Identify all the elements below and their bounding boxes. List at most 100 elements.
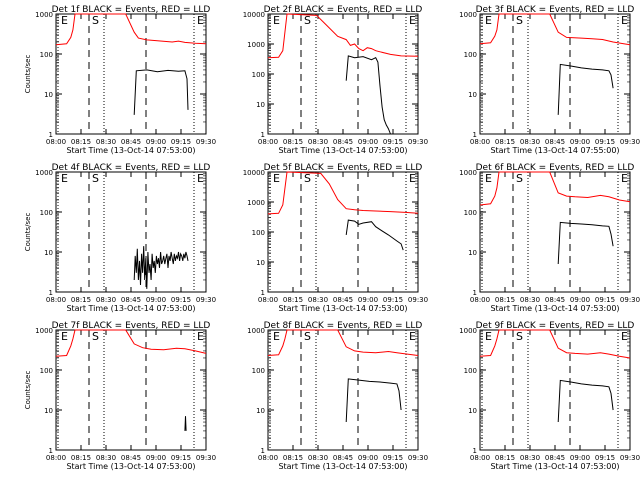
plot-frame	[267, 329, 419, 451]
event-rate-line	[557, 379, 614, 423]
event-marker-label: S	[304, 330, 311, 343]
plot-frame	[479, 329, 631, 451]
x-tick-label: 08:00	[46, 138, 66, 146]
event-marker-label: S	[304, 172, 311, 185]
panel-title: Det 1f BLACK = Events, RED = LLD	[52, 5, 211, 15]
event-rate-line	[184, 416, 187, 431]
event-rate-line	[133, 246, 189, 289]
y-tick-label: 1	[261, 289, 265, 297]
x-tick-label: 09:15	[595, 296, 615, 304]
event-rate-line	[557, 63, 614, 115]
y-tick-label: 10000	[243, 169, 265, 177]
event-marker-label: S	[92, 14, 99, 27]
event-marker-label: E	[485, 330, 492, 343]
x-axis-title: Start Time (13-Oct-14 07:53:00)	[66, 304, 195, 313]
x-tick-label: 08:30	[96, 454, 116, 462]
x-tick-label: 09:30	[408, 296, 428, 304]
lld-rate-line	[479, 329, 631, 359]
x-tick-label: 08:45	[121, 454, 141, 462]
y-tick-label: 100	[40, 209, 53, 217]
y-tick-label: 100	[252, 71, 265, 79]
event-marker-label: E	[273, 330, 280, 343]
event-marker-label: E	[409, 330, 416, 343]
y-tick-label: 1000	[459, 11, 477, 19]
y-tick-label: 100	[464, 367, 477, 375]
x-axis-title: Start Time (13-Oct-14 07:53:00)	[278, 304, 407, 313]
x-tick-label: 08:00	[470, 138, 490, 146]
lld-rate-line	[267, 329, 419, 356]
event-rate-line	[133, 69, 189, 115]
detector-panel-7: Det 7f BLACK = Events, RED = LLD 1 10 100 10…	[24, 321, 216, 471]
plot-frame	[267, 13, 419, 135]
x-tick-label: 08:30	[308, 138, 328, 146]
event-rate-line	[345, 55, 391, 135]
y-tick-label: 100	[40, 367, 53, 375]
x-tick-label: 08:00	[258, 138, 278, 146]
x-tick-label: 08:45	[545, 138, 565, 146]
y-tick-label: 10	[256, 407, 265, 415]
x-tick-label: 08:45	[545, 454, 565, 462]
x-tick-label: 08:00	[470, 454, 490, 462]
event-marker-label: S	[92, 172, 99, 185]
y-tick-label: 1000	[459, 327, 477, 335]
y-axis-title: Counts/sec	[24, 371, 32, 410]
event-marker-label: S	[92, 330, 99, 343]
x-tick-label: 08:30	[308, 296, 328, 304]
x-tick-label: 09:15	[595, 454, 615, 462]
panel-title: Det 7f BLACK = Events, RED = LLD	[52, 321, 211, 331]
lld-rate-line	[55, 13, 207, 46]
x-tick-label: 09:30	[620, 296, 640, 304]
x-tick-label: 08:15	[71, 454, 91, 462]
event-marker-label: E	[197, 172, 204, 185]
plot-frame	[267, 171, 419, 293]
event-marker-label: E	[61, 14, 68, 27]
y-tick-label: 1	[49, 131, 53, 139]
panel-title: Det 6f BLACK = Events, RED = LLD	[476, 163, 635, 173]
detector-panel-1: Det 1f BLACK = Events, RED = LLD 1 10 100 10…	[24, 5, 216, 155]
x-tick-label: 09:15	[171, 454, 191, 462]
x-tick-label: 09:30	[408, 138, 428, 146]
lld-rate-line	[479, 171, 631, 206]
detector-panel-6: Det 6f BLACK = Events, RED = LLD 1 10 100 10…	[459, 163, 640, 313]
y-tick-label: 1	[261, 131, 265, 139]
x-tick-label: 08:15	[283, 296, 303, 304]
x-tick-label: 09:15	[383, 296, 403, 304]
panel-title: Det 3f BLACK = Events, RED = LLD	[476, 5, 635, 15]
y-tick-label: 100	[464, 209, 477, 217]
y-tick-label: 10	[468, 407, 477, 415]
y-tick-label: 10	[468, 91, 477, 99]
panel-title: Det 8f BLACK = Events, RED = LLD	[264, 321, 423, 331]
x-tick-label: 09:15	[171, 138, 191, 146]
lld-rate-line	[267, 13, 419, 59]
event-marker-label: E	[273, 172, 280, 185]
x-axis-title: Start Time (13-Oct-14 07:53:00)	[278, 146, 407, 155]
x-tick-label: 08:30	[96, 296, 116, 304]
x-tick-label: 09:30	[196, 138, 216, 146]
event-marker-label: E	[61, 330, 68, 343]
y-axis-title: Counts/sec	[24, 55, 32, 94]
y-axis-title: Counts/sec	[24, 213, 32, 252]
x-tick-label: 08:00	[258, 454, 278, 462]
y-tick-label: 100	[464, 51, 477, 59]
plot-frame	[55, 13, 207, 135]
event-marker-label: E	[409, 172, 416, 185]
x-tick-label: 08:45	[333, 138, 353, 146]
x-tick-label: 09:30	[620, 138, 640, 146]
event-marker-label: S	[516, 172, 523, 185]
detector-panel-9: Det 9f BLACK = Events, RED = LLD 1 10 100 10…	[459, 321, 640, 471]
event-marker-label: E	[621, 330, 628, 343]
x-tick-label: 09:00	[146, 138, 166, 146]
x-tick-label: 08:45	[121, 138, 141, 146]
event-marker-label: E	[197, 330, 204, 343]
detector-panel-2: Det 2f BLACK = Events, RED = LLD 1 10 100 10…	[243, 5, 428, 155]
y-tick-label: 1000	[247, 327, 265, 335]
x-tick-label: 09:00	[570, 296, 590, 304]
x-tick-label: 08:45	[121, 296, 141, 304]
event-rate-line	[345, 219, 404, 251]
y-tick-label: 1000	[35, 11, 53, 19]
y-tick-label: 10000	[243, 11, 265, 19]
event-marker-label: E	[273, 14, 280, 27]
y-tick-label: 1	[49, 447, 53, 455]
x-tick-label: 09:15	[383, 454, 403, 462]
x-tick-label: 09:30	[408, 454, 428, 462]
